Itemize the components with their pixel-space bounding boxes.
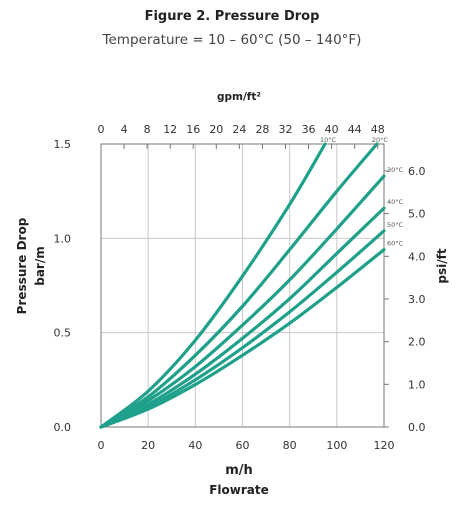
top-tick-label: 8 xyxy=(144,123,151,136)
bottom-axis-title: m/h xyxy=(225,463,253,478)
right-tick-label: 0.0 xyxy=(408,421,426,434)
x-tick-label: 100 xyxy=(326,439,347,452)
x-tick-label: 60 xyxy=(236,439,250,452)
top-tick-label: 12 xyxy=(163,123,177,136)
y-tick-label: 1.5 xyxy=(54,138,72,151)
right-tick-label: 5.0 xyxy=(408,208,426,221)
right-tick-label: 2.0 xyxy=(408,336,426,349)
top-tick-label: 16 xyxy=(186,123,200,136)
figure-title: Figure 2. Pressure Drop xyxy=(144,9,320,24)
plot-frame xyxy=(100,143,385,428)
right-tick-label: 1.0 xyxy=(408,378,426,391)
top-tick-label: 48 xyxy=(371,123,385,136)
series-label: 50°C xyxy=(387,221,404,229)
x-tick-label: 120 xyxy=(374,439,395,452)
x-tick-label: 0 xyxy=(98,439,105,452)
top-tick-label: 4 xyxy=(121,123,128,136)
curve-50c xyxy=(99,229,386,429)
y-tick-label: 0.0 xyxy=(54,421,72,434)
top-tick-label: 20 xyxy=(209,123,223,136)
curve-10c xyxy=(99,142,327,429)
curve-30c xyxy=(99,174,386,429)
figure-subtitle: Temperature = 10 – 60°C (50 – 140°F) xyxy=(102,32,362,48)
series-label: 20°C xyxy=(372,136,389,144)
x-tick-label: 20 xyxy=(141,439,155,452)
series-layer: 10°C 20°C 30°C 40°C 50°C 60°C xyxy=(99,136,404,429)
right-axis-title: psi/ft xyxy=(435,248,449,283)
series-label: 60°C xyxy=(387,240,404,248)
series-label: 10°C xyxy=(320,136,337,144)
top-axis-title: gpm/ft² xyxy=(217,91,261,103)
curve-20c xyxy=(99,142,379,429)
x-tick-label: 40 xyxy=(188,439,202,452)
curve-60c xyxy=(99,248,386,429)
series-label: 40°C xyxy=(387,198,404,206)
top-tick-label: 44 xyxy=(348,123,362,136)
top-tick-label: 0 xyxy=(98,123,105,136)
top-tick-label: 40 xyxy=(325,123,339,136)
top-tick-label: 36 xyxy=(302,123,316,136)
series-label: 30°C xyxy=(387,166,404,174)
y-tick-label: 0.5 xyxy=(54,327,72,340)
right-tick-label: 3.0 xyxy=(408,293,426,306)
top-tick-label: 24 xyxy=(232,123,246,136)
top-tick-label: 28 xyxy=(255,123,269,136)
curve-40c xyxy=(99,206,386,429)
left-axis-title: Pressure Drop xyxy=(15,217,29,314)
left-axis-subtitle: bar/m xyxy=(33,246,47,286)
right-tick-label: 4.0 xyxy=(408,250,426,263)
y-tick-label: 1.0 xyxy=(54,232,72,245)
right-tick-label: 6.0 xyxy=(408,165,426,178)
bottom-axis-subtitle: Flowrate xyxy=(209,483,269,497)
top-tick-label: 32 xyxy=(279,123,293,136)
x-tick-label: 80 xyxy=(283,439,297,452)
